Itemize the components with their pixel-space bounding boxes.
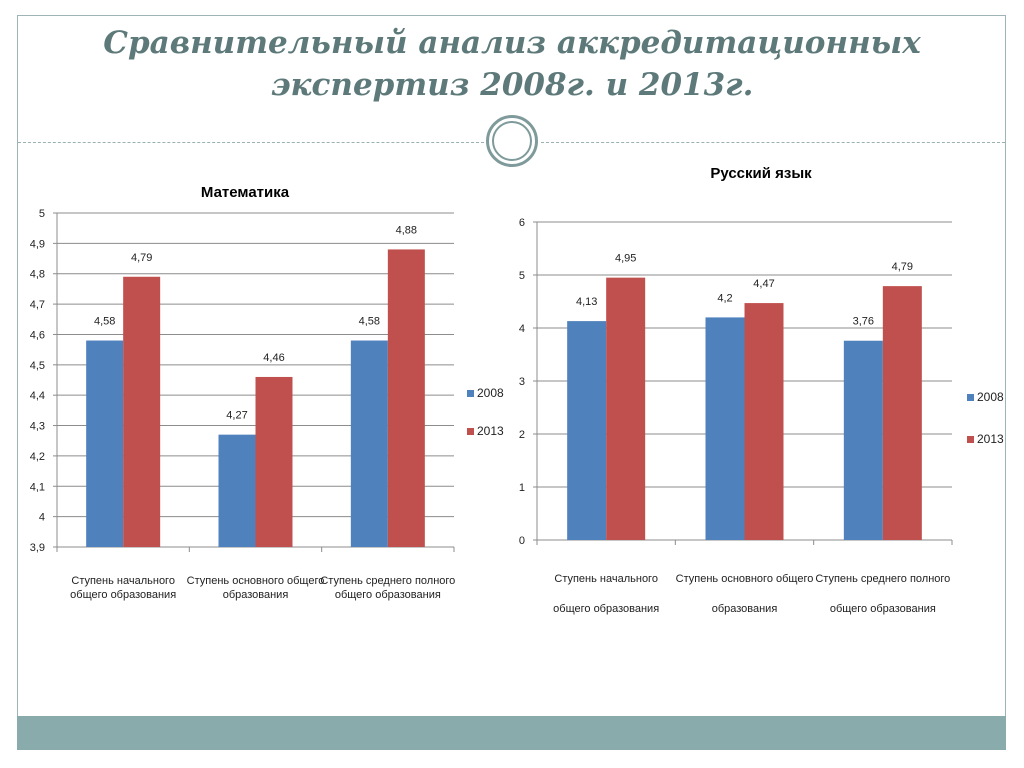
bar-2013-2: [387, 249, 425, 547]
y-tick-label: 3: [519, 376, 525, 388]
y-tick-label: 1: [519, 482, 525, 494]
data-label: 4,88: [396, 224, 417, 236]
bar-2013-1: [255, 376, 293, 547]
slide-title-line2: экспертиз 2008г. и 2013г.: [270, 67, 754, 103]
data-label: 4,13: [576, 296, 597, 308]
legend-label-2008: 2008: [977, 390, 1004, 404]
legend-label-2013: 2013: [977, 432, 1004, 446]
legend-swatch-2013: [467, 428, 474, 435]
data-label: 4,2: [717, 292, 732, 304]
y-tick-label: 4,4: [30, 390, 45, 402]
ring-ornament-inner: [492, 121, 532, 161]
y-tick-label: 6: [519, 217, 525, 229]
y-tick-label: 3,9: [30, 542, 45, 554]
y-tick-label: 4: [39, 512, 45, 524]
data-label: 4,79: [131, 252, 152, 264]
category-label: Ступень начального: [554, 573, 658, 585]
data-label: 4,58: [94, 316, 115, 328]
y-tick-label: 5: [39, 208, 45, 220]
bar-2008-0: [567, 321, 607, 540]
data-label: 4,58: [359, 316, 380, 328]
bar-2008-1: [705, 317, 745, 540]
data-label: 4,95: [615, 253, 636, 265]
bar-2008-0: [86, 340, 124, 547]
y-tick-label: 4,7: [30, 299, 45, 311]
legend-swatch-2008: [967, 394, 974, 401]
bar-2013-0: [123, 276, 161, 547]
data-label: 4,46: [263, 352, 284, 364]
slide-title: Сравнительный анализ аккредитационных эк…: [30, 22, 994, 106]
bar-2013-2: [882, 286, 922, 540]
data-label: 4,79: [892, 261, 913, 273]
y-tick-label: 4,6: [30, 329, 45, 341]
bar-2013-0: [606, 277, 646, 540]
category-label: общего образования: [335, 589, 441, 601]
legend-swatch-2008: [467, 390, 474, 397]
category-label: Ступень среднего полного: [815, 573, 950, 585]
y-tick-label: 4,3: [30, 421, 45, 433]
data-label: 4,27: [226, 410, 247, 422]
category-label: общего образования: [70, 589, 176, 601]
legend-label-2008: 2008: [477, 386, 504, 400]
data-label: 4,47: [753, 278, 774, 290]
y-tick-label: 0: [519, 535, 525, 547]
legend-swatch-2013: [967, 436, 974, 443]
y-tick-label: 4,9: [30, 238, 45, 250]
divider-left: [18, 142, 484, 143]
category-label: Ступень среднего полного: [320, 575, 455, 587]
chart-title-0: Математика: [201, 184, 290, 201]
category-label: Ступень основного общего: [676, 573, 814, 585]
y-tick-label: 4: [519, 323, 525, 335]
bar-2013-1: [744, 303, 784, 540]
data-label: 3,76: [853, 316, 874, 328]
slide-title-line1: Сравнительный анализ аккредитационных: [103, 25, 921, 61]
footer-bar: [17, 716, 1006, 750]
bar-2008-1: [218, 434, 256, 547]
divider-right: [541, 142, 1005, 143]
legend-label-2013: 2013: [477, 424, 504, 438]
category-label: Ступень начального: [71, 575, 175, 587]
y-tick-label: 4,2: [30, 451, 45, 463]
y-tick-label: 4,1: [30, 481, 45, 493]
category-label: Ступень основного общего: [187, 575, 325, 587]
category-label: образования: [712, 603, 778, 615]
y-tick-label: 2: [519, 429, 525, 441]
y-tick-label: 4,5: [30, 360, 45, 372]
bar-2008-2: [350, 340, 388, 547]
y-tick-label: 5: [519, 270, 525, 282]
chart-title-1: Русский язык: [710, 165, 812, 182]
y-tick-label: 4,8: [30, 269, 45, 281]
category-label: образования: [223, 589, 289, 601]
bar-2008-2: [843, 340, 883, 540]
category-label: общего образования: [553, 603, 659, 615]
category-label: общего образования: [830, 603, 936, 615]
